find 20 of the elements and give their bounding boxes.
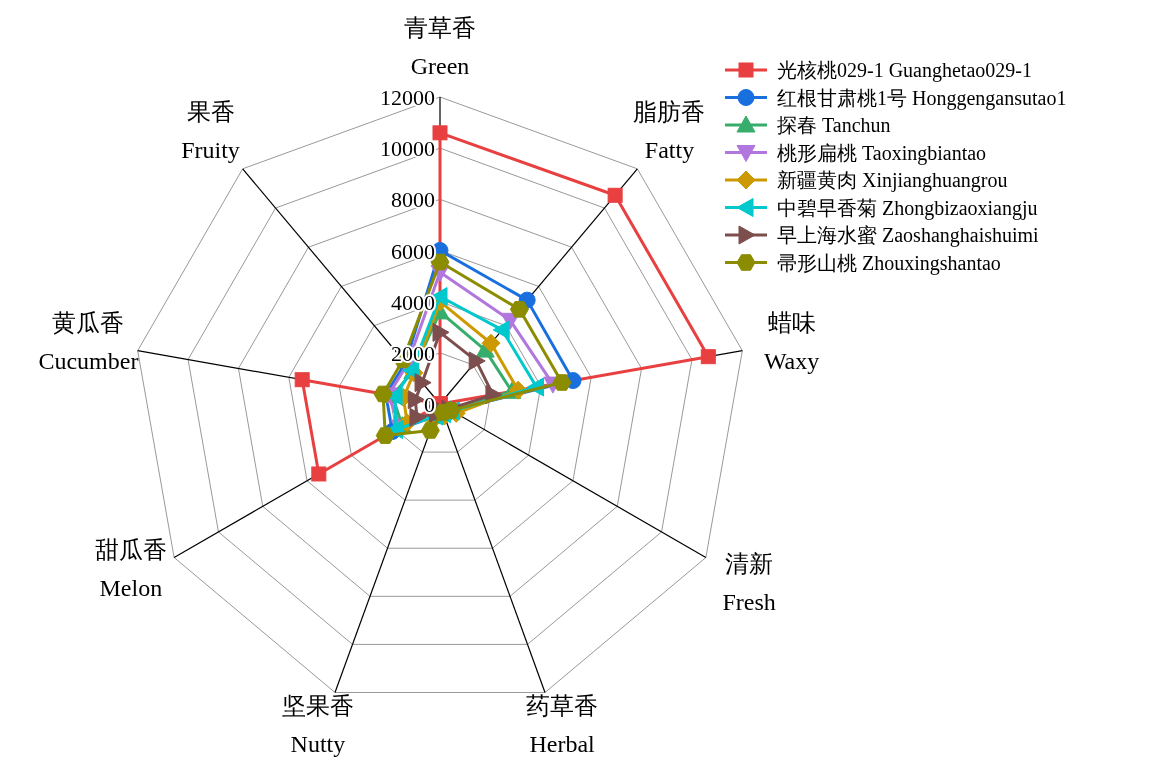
y-tick-label: 12000 (380, 85, 435, 110)
spoke-label: 坚果香 Nutty (281, 693, 354, 758)
spoke-label: 甜瓜香 Melon (94, 536, 167, 601)
y-tick-label: 10000 (380, 136, 435, 162)
legend-label: 早上海水蜜 Zaoshanghaishuimi (777, 224, 1040, 247)
spoke-label: 果香 Fruity (181, 98, 240, 163)
legend-label: 桃形扁桃 Taoxingbiantao (777, 141, 987, 165)
spoke-label: 脂肪香 Fatty (633, 98, 706, 163)
legend-label: 帚形山桃 Zhouxingshantao (777, 251, 1001, 275)
legend-label: 探春 Tanchun (777, 114, 891, 136)
y-tick-label: 8000 (391, 187, 435, 213)
spoke-label: 黄瓜香 Cucumber (38, 310, 139, 375)
spoke-label: 青草香 Green (404, 15, 476, 79)
legend-label: 新疆黄肉 Xinjianghuangrou (777, 169, 1008, 192)
spoke-label: 清新 Fresh (722, 550, 776, 615)
legend-label: 中碧早香菊 Zhongbizaoxiangju (777, 196, 1038, 220)
legend-label: 红根甘肃桃1号 Honggengansutao1 (777, 86, 1067, 110)
spoke-label: 药草香 Herbal (526, 693, 599, 758)
spoke-label: 蜡味 Waxy (763, 310, 820, 375)
legend-label: 光核桃029-1 Guanghetao029-1 (777, 59, 1032, 82)
